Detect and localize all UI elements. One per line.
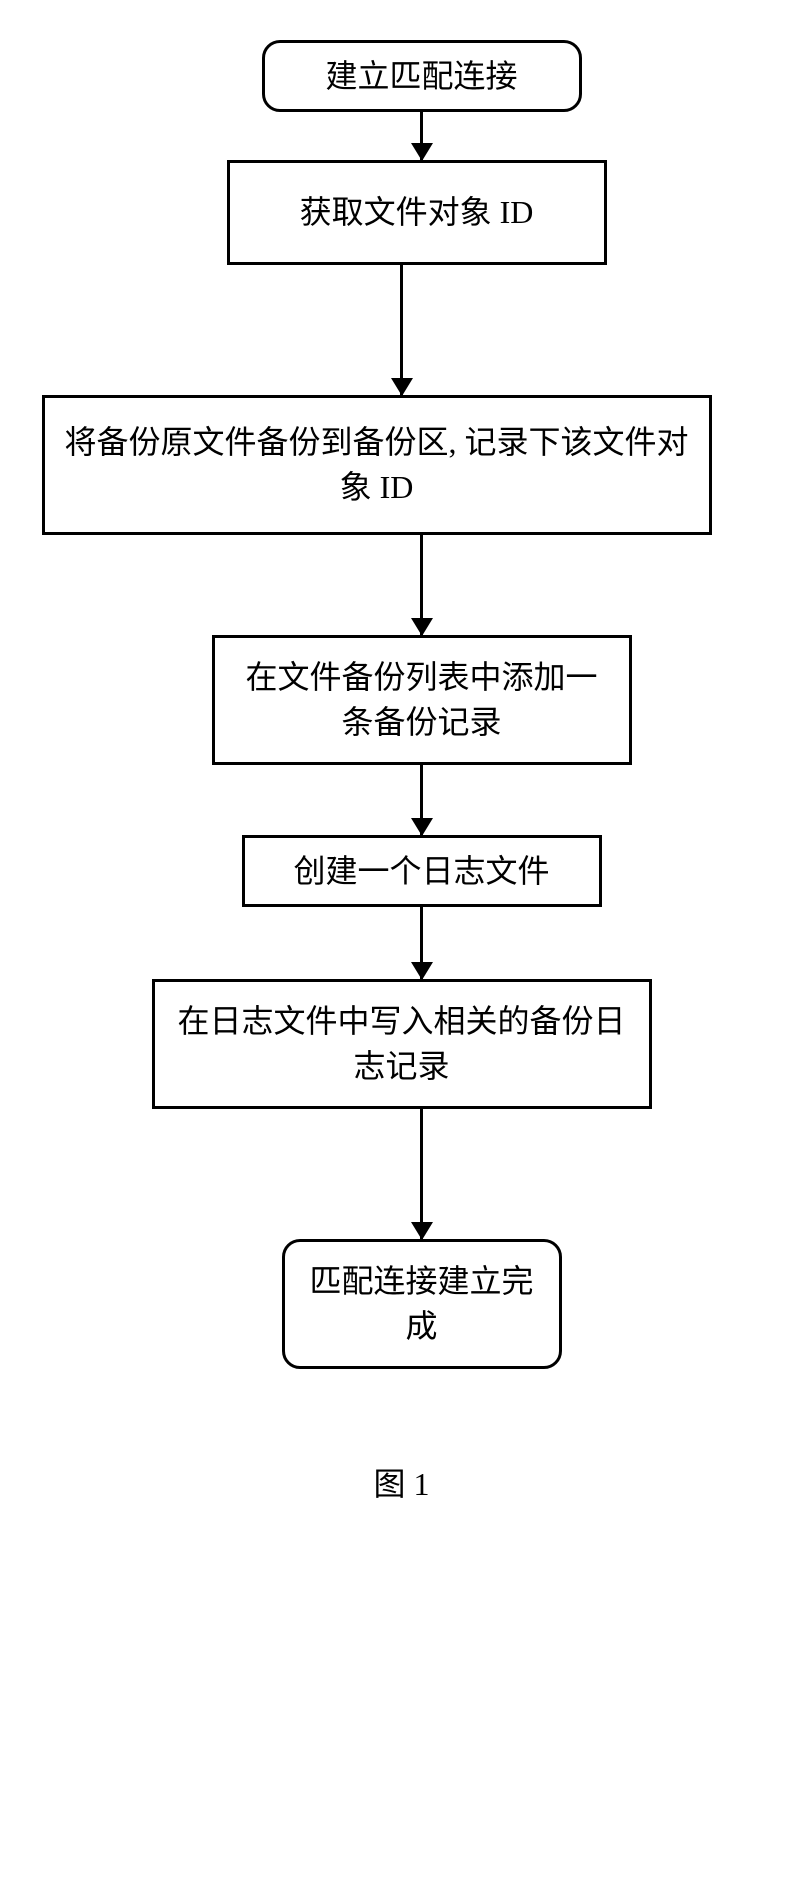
flow-node-label: 创建一个日志文件 — [293, 849, 549, 894]
figure-caption: 图 1 — [373, 1459, 429, 1505]
flowchart: 建立匹配连接获取文件对象 ID 将备份原文件备份到备份区, 记录下该文件对象 ID… — [22, 40, 782, 1369]
flow-arrow — [420, 535, 423, 635]
flow-arrow — [420, 765, 423, 835]
flow-node-n7: 匹配连接建立完成 — [282, 1239, 562, 1369]
flow-node-label: 在文件备份列表中添加一条备份记录 — [231, 655, 613, 745]
flow-node-n5: 创建一个日志文件 — [242, 835, 602, 907]
flow-arrow — [420, 1109, 423, 1239]
flow-node-n6: 在日志文件中写入相关的备份日志记录 — [152, 979, 652, 1109]
flow-node-label: 获取文件对象 ID — [300, 190, 534, 235]
flow-node-label: 在日志文件中写入相关的备份日志记录 — [171, 999, 633, 1089]
flow-node-label: 匹配连接建立完成 — [301, 1259, 543, 1349]
flow-node-n4: 在文件备份列表中添加一条备份记录 — [212, 635, 632, 765]
flow-node-label: 将备份原文件备份到备份区, 记录下该文件对象 ID — [61, 420, 693, 510]
flow-node-n1: 建立匹配连接 — [262, 40, 582, 112]
flow-arrow — [400, 265, 403, 395]
flow-node-n3: 将备份原文件备份到备份区, 记录下该文件对象 ID — [42, 395, 712, 535]
flow-arrow — [420, 907, 423, 979]
flow-arrow — [420, 112, 423, 160]
flow-node-label: 建立匹配连接 — [325, 54, 517, 99]
flow-node-n2: 获取文件对象 ID — [227, 160, 607, 265]
